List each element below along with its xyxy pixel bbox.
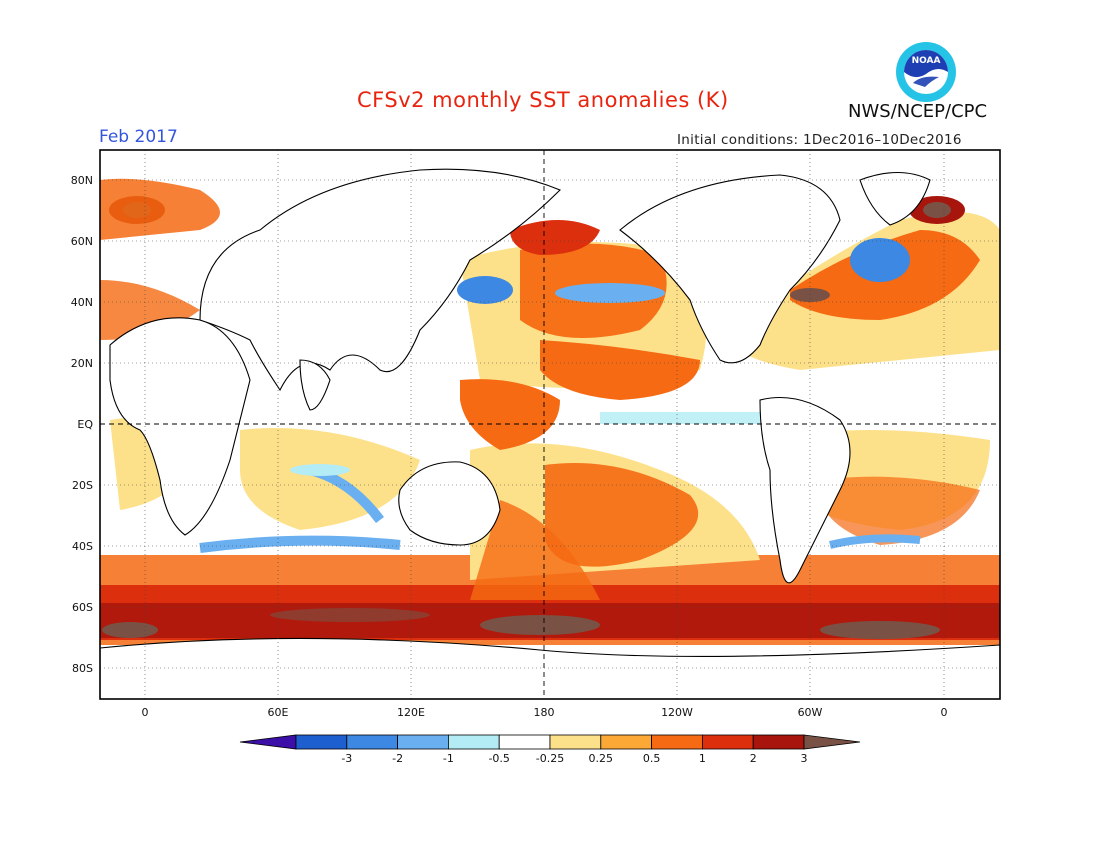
colorbar-swatch [346, 734, 398, 750]
colorbar-swatch [397, 734, 449, 750]
lat-label: 60S [72, 601, 93, 614]
lat-label: 60N [71, 235, 93, 248]
colorbar-swatch [549, 734, 602, 750]
lat-label: 40S [72, 540, 93, 553]
colorbar-label: -0.25 [536, 752, 564, 765]
noaa-logo: NOAA [896, 42, 956, 102]
colorbar-swatch [447, 734, 500, 750]
colorbar-label: -2 [392, 752, 403, 765]
colorbar-label: 2 [750, 752, 757, 765]
lon-label: 120E [397, 706, 425, 719]
lat-label: 80N [71, 174, 93, 187]
colorbar: -3 -2 -1 -0.5 -0.25 0.25 0.5 1 2 3 [239, 734, 861, 765]
latitude-labels: 80N 60N 40N 20N EQ 20S 40S 60S 80S [71, 174, 94, 675]
colorbar-label: 0.5 [643, 752, 661, 765]
colorbar-swatch [498, 734, 551, 750]
colorbar-swatch [651, 734, 703, 750]
lat-label: 20S [72, 479, 93, 492]
colorbar-swatch [752, 734, 805, 750]
colorbar-label: -3 [341, 752, 352, 765]
anomaly-field [100, 168, 1000, 699]
longitude-labels: 0 60E 120E 180 120W 60W 0 [142, 706, 948, 719]
forecast-month: Feb 2017 [99, 127, 178, 147]
lat-label: 40N [71, 296, 93, 309]
colorbar-high-arrow [803, 734, 861, 750]
colorbar-label: -0.5 [488, 752, 509, 765]
lon-label: 0 [941, 706, 948, 719]
map-frame [99, 149, 1001, 700]
colorbar-label: 1 [699, 752, 706, 765]
lat-label: 20N [71, 357, 93, 370]
lon-label: 60W [798, 706, 823, 719]
lon-label: 180 [534, 706, 555, 719]
lon-label: 120W [661, 706, 693, 719]
colorbar-low-arrow [239, 734, 297, 750]
logo-text: NOAA [912, 56, 941, 66]
lon-label: 0 [142, 706, 149, 719]
lat-label: EQ [77, 418, 93, 431]
equator-dateline [100, 150, 1000, 699]
chart-title: CFSv2 monthly SST anomalies (K) [357, 88, 729, 112]
continents [100, 168, 1000, 699]
colorbar-label: 0.25 [589, 752, 614, 765]
colorbar-swatch [295, 734, 348, 750]
colorbar-swatch [702, 734, 754, 750]
colorbar-label: 3 [801, 752, 808, 765]
lon-label: 60E [268, 706, 289, 719]
initial-conditions: Initial conditions: 1Dec2016–10Dec2016 [677, 132, 962, 148]
lat-label: 80S [72, 662, 93, 675]
colorbar-label: -1 [443, 752, 454, 765]
colorbar-swatch [600, 734, 652, 750]
agency-label: NWS/NCEP/CPC [848, 101, 988, 122]
